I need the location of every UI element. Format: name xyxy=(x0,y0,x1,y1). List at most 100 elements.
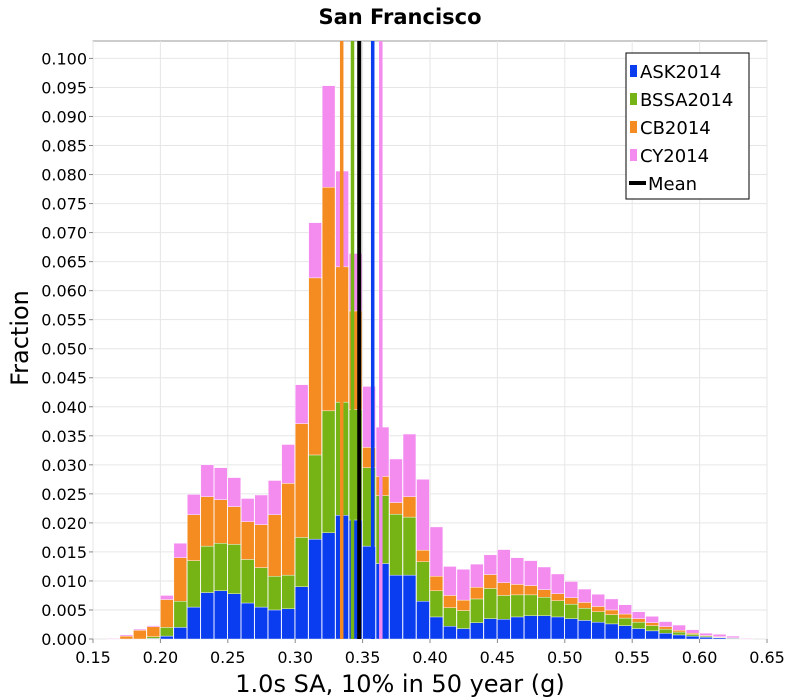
bar-cy2014 xyxy=(658,621,673,628)
y-tick-label: 0.015 xyxy=(41,543,87,562)
bar-cy2014 xyxy=(605,598,619,611)
legend-label: BSSA2014 xyxy=(640,90,733,111)
bar-cy2014 xyxy=(564,581,578,598)
y-tick-label: 0.070 xyxy=(41,224,87,243)
bar-cy2014 xyxy=(699,632,713,636)
bar-cb2014 xyxy=(173,557,187,602)
bar-bssa2014 xyxy=(429,590,444,618)
bar-ask2014 xyxy=(483,618,498,640)
y-tick-label: 0.090 xyxy=(41,107,87,126)
bar-bssa2014 xyxy=(173,601,187,628)
bar-bssa2014 xyxy=(645,625,659,632)
bar-cb2014 xyxy=(254,524,268,568)
bar-cb2014 xyxy=(321,187,336,412)
bar-bssa2014 xyxy=(268,576,282,611)
bar-ask2014 xyxy=(537,615,551,640)
bar-cb2014 xyxy=(497,582,511,596)
bar-ask2014 xyxy=(632,628,646,640)
y-tick-label: 0.080 xyxy=(41,166,87,185)
bar-bssa2014 xyxy=(241,559,255,604)
legend-swatch-cy2014 xyxy=(630,149,637,161)
y-tick-label: 0.035 xyxy=(41,427,87,446)
bar-cy2014 xyxy=(632,611,646,619)
bar-ask2014 xyxy=(443,626,457,640)
bar-cb2014 xyxy=(578,602,592,609)
bar-bssa2014 xyxy=(227,544,241,594)
mean-lines xyxy=(339,41,383,639)
bar-cy2014 xyxy=(578,588,592,603)
bar-bssa2014 xyxy=(483,588,498,619)
bar-bssa2014 xyxy=(564,603,578,619)
bar-bssa2014 xyxy=(658,628,673,634)
bar-cb2014 xyxy=(227,506,241,545)
bar-ask2014 xyxy=(200,592,214,640)
bar-cb2014 xyxy=(510,584,524,596)
x-tick-label: 0.20 xyxy=(143,648,179,667)
x-axis-label: 1.0s SA, 10% in 50 year (g) xyxy=(235,670,564,698)
bar-ask2014 xyxy=(268,609,282,640)
y-tick-label: 0.095 xyxy=(41,78,87,97)
bar-cb2014 xyxy=(429,576,444,592)
bar-cb2014 xyxy=(618,613,632,619)
bar-ask2014 xyxy=(173,627,187,640)
bar-ask2014 xyxy=(429,616,444,640)
bar-cy2014 xyxy=(254,494,268,525)
bar-cy2014 xyxy=(187,494,201,515)
bar-bssa2014 xyxy=(295,537,309,587)
bar-cy2014 xyxy=(483,554,498,575)
bar-ask2014 xyxy=(699,637,713,640)
bar-ask2014 xyxy=(497,619,511,640)
bar-cy2014 xyxy=(672,624,686,631)
bar-bssa2014 xyxy=(672,631,686,636)
bar-cb2014 xyxy=(241,521,255,560)
bar-cy2014 xyxy=(146,625,160,628)
bar-bssa2014 xyxy=(321,410,336,533)
y-axis-ticks: 0.000 0.005 0.010 0.015 0.020 0.025 0.030 0.035… xyxy=(41,49,93,649)
bar-bssa2014 xyxy=(578,608,592,621)
bar-cy2014 xyxy=(281,444,295,484)
y-tick-label: 0.030 xyxy=(41,456,87,475)
bar-cb2014 xyxy=(200,496,214,547)
y-tick-label: 0.020 xyxy=(41,514,87,533)
x-tick-label: 0.55 xyxy=(614,648,650,667)
bar-ask2014 xyxy=(591,621,605,640)
bar-ask2014 xyxy=(160,635,174,640)
bar-cb2014 xyxy=(281,483,295,576)
bar-ask2014 xyxy=(605,623,619,640)
x-tick-label: 0.30 xyxy=(277,648,313,667)
bar-ask2014 xyxy=(416,601,430,640)
bar-cy2014 xyxy=(160,595,174,600)
bar-cb2014 xyxy=(672,630,686,633)
bar-cy2014 xyxy=(591,594,605,607)
bar-cy2014 xyxy=(227,477,241,507)
bar-cy2014 xyxy=(551,573,565,594)
bar-bssa2014 xyxy=(187,560,201,608)
bar-bssa2014 xyxy=(591,611,605,623)
legend-label: CY2014 xyxy=(640,146,709,167)
bar-cy2014 xyxy=(429,526,444,577)
bar-bssa2014 xyxy=(281,574,295,610)
bar-bssa2014 xyxy=(389,513,403,576)
bar-cy2014 xyxy=(268,480,282,515)
x-tick-label: 0.60 xyxy=(682,648,718,667)
bar-ask2014 xyxy=(564,618,578,640)
legend-swatch-bssa2014 xyxy=(630,93,637,105)
bar-cy2014 xyxy=(726,635,740,639)
y-tick-label: 0.000 xyxy=(41,630,87,649)
bar-cy2014 xyxy=(295,384,309,424)
bar-cy2014 xyxy=(416,479,430,551)
bar-ask2014 xyxy=(295,586,309,640)
bar-ask2014 xyxy=(389,574,403,640)
bar-bssa2014 xyxy=(605,614,619,625)
bar-cb2014 xyxy=(214,499,228,544)
bar-cb2014 xyxy=(483,574,498,589)
bar-cy2014 xyxy=(524,560,538,586)
bar-cb2014 xyxy=(564,597,578,605)
bar-cy2014 xyxy=(537,566,551,590)
x-tick-label: 0.50 xyxy=(547,648,583,667)
bar-cb2014 xyxy=(591,606,605,612)
bar-cy2014 xyxy=(214,467,228,500)
bar-cb2014 xyxy=(402,496,417,518)
bar-bssa2014 xyxy=(685,634,700,637)
bar-ask2014 xyxy=(618,625,632,640)
